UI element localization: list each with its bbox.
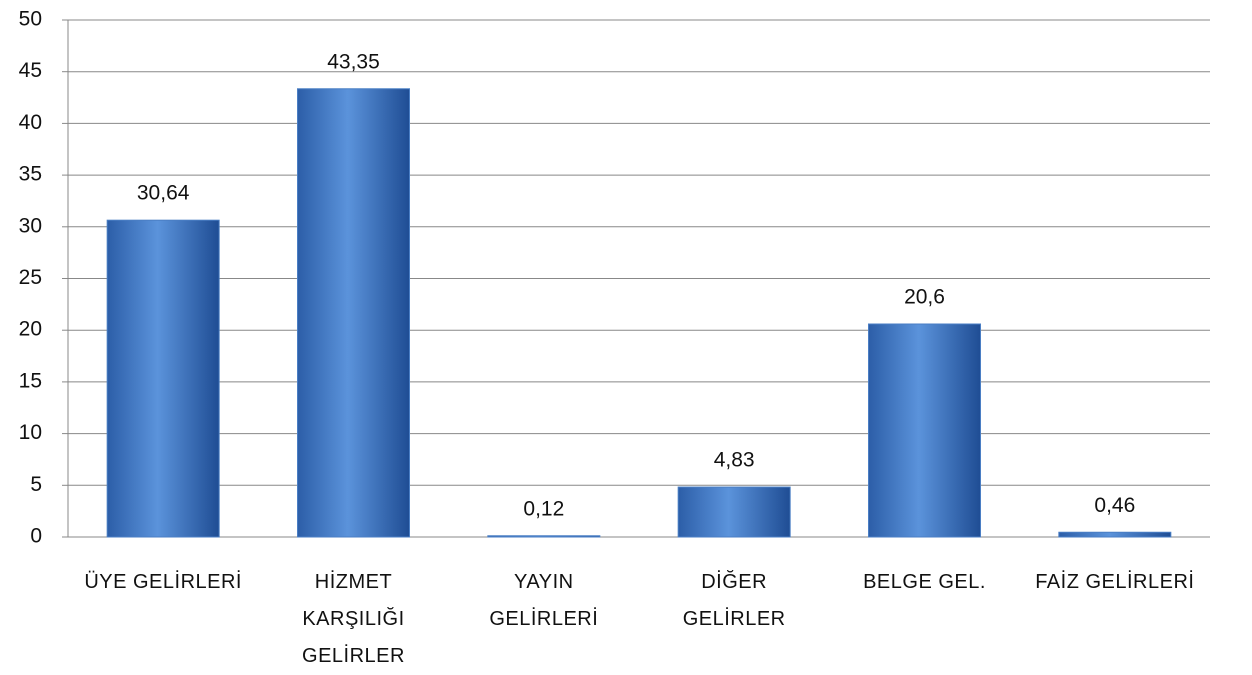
y-tick-label: 30 — [19, 214, 42, 237]
value-label: 0,46 — [1094, 494, 1135, 517]
y-tick-label: 10 — [19, 421, 42, 444]
bar — [487, 535, 601, 538]
x-tick-label: ÜYE GELİRLERİ — [84, 571, 242, 593]
value-label: 30,64 — [137, 182, 190, 205]
y-tick-label: 45 — [19, 59, 42, 82]
y-tick-label: 20 — [19, 318, 42, 341]
x-tick-label: YAYIN GELİRLERİ — [489, 571, 599, 630]
bar — [677, 486, 791, 538]
value-label: 4,83 — [714, 449, 755, 472]
bar — [297, 88, 410, 538]
y-tick-label: 5 — [30, 473, 42, 496]
y-tick-label: 40 — [19, 111, 42, 134]
value-label: 20,6 — [904, 286, 945, 309]
bar — [106, 219, 220, 538]
x-tick-label: DİĞER GELİRLER — [682, 571, 786, 630]
value-label: 0,12 — [523, 497, 564, 520]
x-tick-label: HİZMET KARŞILIĞI GELİRLER — [302, 571, 405, 667]
x-tick-label: FAİZ GELİRLERİ — [1035, 571, 1195, 593]
bar — [1058, 531, 1172, 538]
bar — [868, 323, 981, 538]
value-label: 43,35 — [327, 50, 380, 73]
y-tick-label: 0 — [30, 525, 42, 548]
y-tick-label: 50 — [19, 8, 42, 31]
x-tick-label: BELGE GEL. — [863, 571, 986, 593]
y-tick-label: 25 — [19, 266, 42, 289]
y-tick-label: 15 — [19, 369, 42, 392]
y-tick-label: 35 — [19, 163, 42, 186]
